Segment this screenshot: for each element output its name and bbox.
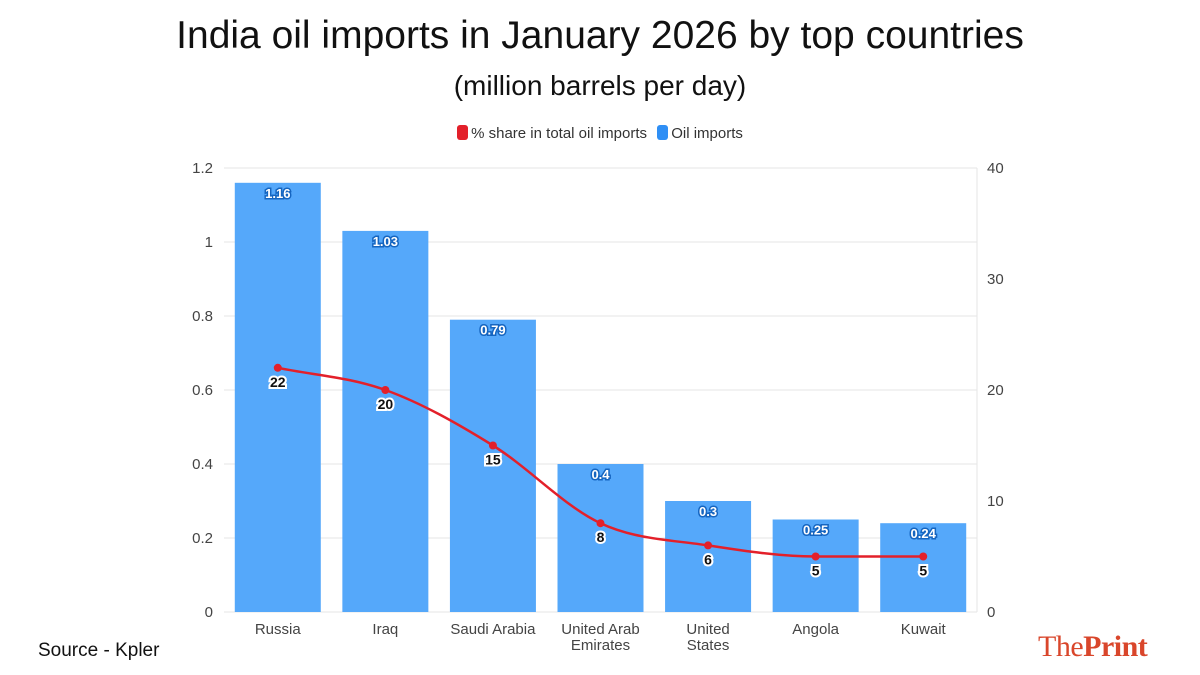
bar-value-label: 1.03 [373,234,398,249]
share-point [811,552,820,561]
bar-value-label: 0.25 [803,523,828,538]
share-value-label: 5 [812,563,820,579]
share-point [488,441,497,450]
left-tick-label: 0.2 [192,530,213,547]
share-point [919,552,928,561]
bar-value-label: 0.24 [911,526,937,541]
chart-subtitle: (million barrels per day) [453,70,747,101]
share-value-label: 20 [378,396,394,412]
category-label: Angola [792,621,839,638]
bar-value-label: 1.16 [265,186,290,201]
legend-item-share[interactable]: % share in total oil imports [457,125,647,142]
right-tick-label: 40 [987,160,1004,177]
category-label: Russia [255,621,302,638]
theprint-logo: ThePrint [1038,630,1148,664]
share-point [273,363,282,372]
category-label: United [686,621,729,638]
legend-swatch-blue [657,125,669,140]
left-tick-label: 0.8 [192,308,213,325]
logo-part2: Print [1083,630,1148,663]
logo-part1: The [1038,630,1084,663]
left-tick-label: 1.2 [192,160,213,177]
bar-value-label: 0.4 [591,467,610,482]
share-point [596,519,605,528]
share-point [704,541,713,550]
category-label: States [687,637,730,654]
legend-label: Oil imports [671,125,743,142]
left-tick-label: 0.4 [192,456,213,473]
bar [772,519,859,612]
category-label: Saudi Arabia [450,621,536,638]
share-value-label: 22 [270,374,286,390]
bar [880,523,967,612]
left-tick-label: 1 [205,234,213,251]
right-tick-label: 10 [987,493,1004,510]
left-tick-label: 0.6 [192,382,213,399]
legend-swatch-red [457,125,469,140]
bar [665,501,752,612]
share-point [381,386,390,394]
share-value-label: 8 [597,529,605,545]
bar [557,464,644,612]
chart-title: India oil imports in January 2026 by top… [176,14,1024,57]
share-value-label: 5 [919,563,927,579]
bar [342,230,429,612]
legend: % share in total oil imports Oil imports [0,125,1200,142]
category-label: Kuwait [901,621,947,638]
category-label: Emirates [571,637,630,654]
left-tick-label: 0 [205,604,213,621]
category-label: Iraq [372,621,398,638]
right-tick-label: 30 [987,271,1004,288]
bar-value-label: 0.79 [480,323,505,338]
legend-item-imports[interactable]: Oil imports [657,125,743,142]
source-note: Source - Kpler [38,640,160,661]
right-tick-label: 20 [987,382,1004,399]
share-value-label: 15 [485,452,501,468]
legend-label: % share in total oil imports [471,125,648,142]
category-label: United Arab [561,621,639,638]
right-tick-label: 0 [987,604,995,621]
share-value-label: 6 [704,551,712,567]
bar [234,182,321,613]
bar-value-label: 0.3 [699,504,717,519]
